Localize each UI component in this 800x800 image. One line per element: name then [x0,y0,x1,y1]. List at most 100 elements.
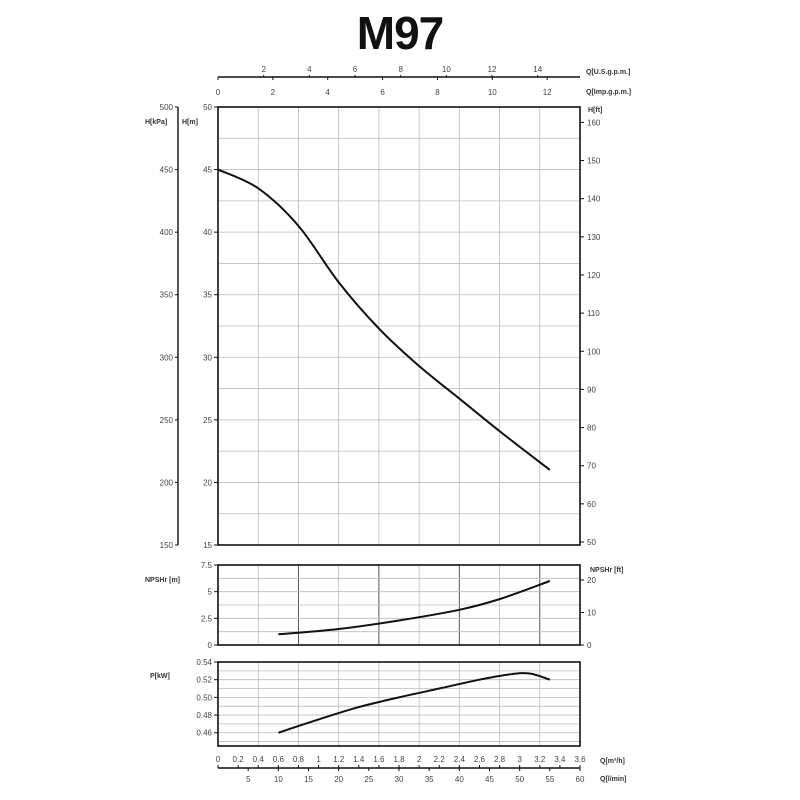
svg-text:0.52: 0.52 [196,676,212,685]
grid [217,106,581,546]
svg-text:1.2: 1.2 [333,755,345,764]
svg-text:2: 2 [271,88,276,97]
svg-text:0.46: 0.46 [196,729,212,738]
svg-text:30: 30 [203,353,212,362]
svg-text:H[m]: H[m] [182,119,198,126]
svg-text:5: 5 [246,775,251,784]
svg-text:2.2: 2.2 [434,755,446,764]
svg-text:30: 30 [395,775,404,784]
svg-text:25: 25 [364,775,373,784]
power-curve [278,672,551,734]
svg-text:300: 300 [160,353,174,362]
svg-text:NPSHr [m]: NPSHr [m] [145,577,180,584]
svg-text:450: 450 [160,166,174,175]
svg-text:60: 60 [587,500,596,509]
svg-text:0.4: 0.4 [253,755,265,764]
svg-text:45: 45 [485,775,494,784]
svg-text:150: 150 [160,541,174,550]
svg-text:50: 50 [203,103,212,112]
svg-text:15: 15 [203,541,212,550]
svg-text:12: 12 [543,88,552,97]
svg-text:1.6: 1.6 [373,755,385,764]
svg-text:0: 0 [208,641,213,650]
svg-text:130: 130 [587,233,601,242]
svg-text:15: 15 [304,775,313,784]
svg-text:500: 500 [160,103,174,112]
svg-text:1: 1 [316,755,321,764]
npshr-curve [278,580,551,636]
svg-text:P[kW]: P[kW] [150,673,170,680]
svg-text:3.4: 3.4 [554,755,566,764]
svg-text:3.6: 3.6 [574,755,586,764]
svg-text:20: 20 [587,576,596,585]
svg-text:45: 45 [203,166,212,175]
svg-text:7.5: 7.5 [201,561,213,570]
svg-text:Q[m³/h]: Q[m³/h] [600,758,625,765]
svg-text:55: 55 [545,775,554,784]
chart-title: M97 [356,7,444,59]
svg-text:150: 150 [587,157,601,166]
svg-text:80: 80 [587,424,596,433]
svg-text:50: 50 [515,775,524,784]
svg-text:0: 0 [587,641,592,650]
svg-text:4: 4 [325,88,330,97]
svg-text:H[kPa]: H[kPa] [145,119,167,126]
svg-text:2: 2 [417,755,422,764]
svg-text:0: 0 [216,755,221,764]
svg-text:90: 90 [587,385,596,394]
svg-text:70: 70 [587,462,596,471]
svg-text:0.54: 0.54 [196,658,212,667]
svg-text:350: 350 [160,291,174,300]
svg-text:2.6: 2.6 [474,755,486,764]
svg-text:160: 160 [587,118,601,127]
svg-text:35: 35 [425,775,434,784]
svg-text:200: 200 [160,478,174,487]
svg-text:25: 25 [203,416,212,425]
svg-text:0.6: 0.6 [273,755,285,764]
svg-text:0.50: 0.50 [196,693,212,702]
svg-text:2.4: 2.4 [454,755,466,764]
svg-text:1.4: 1.4 [353,755,365,764]
head-curve [217,168,551,471]
svg-text:20: 20 [203,478,212,487]
svg-text:10: 10 [442,65,451,74]
svg-text:3: 3 [517,755,522,764]
svg-text:10: 10 [488,88,497,97]
svg-text:35: 35 [203,291,212,300]
svg-text:10: 10 [274,775,283,784]
svg-text:100: 100 [587,347,601,356]
svg-text:10: 10 [587,608,596,617]
svg-text:40: 40 [203,228,212,237]
svg-text:8: 8 [435,88,440,97]
svg-text:50: 50 [587,538,596,547]
svg-text:140: 140 [587,195,601,204]
svg-text:6: 6 [380,88,385,97]
svg-text:4: 4 [307,65,312,74]
svg-text:40: 40 [455,775,464,784]
svg-text:3.2: 3.2 [534,755,546,764]
svg-text:110: 110 [587,309,600,318]
svg-text:1.8: 1.8 [393,755,405,764]
grid [217,661,581,747]
svg-text:12: 12 [488,65,497,74]
svg-text:Q[l/min]: Q[l/min] [600,776,626,783]
svg-text:8: 8 [398,65,403,74]
svg-text:Q[Imp.g.p.m.]: Q[Imp.g.p.m.] [586,89,631,96]
svg-text:2.5: 2.5 [201,614,213,623]
svg-text:0.48: 0.48 [196,711,212,720]
svg-text:400: 400 [160,228,174,237]
svg-text:120: 120 [587,271,601,280]
svg-text:NPSHr [ft]: NPSHr [ft] [590,567,623,574]
svg-text:0.8: 0.8 [293,755,305,764]
svg-text:14: 14 [533,65,542,74]
svg-text:H[ft]: H[ft] [588,107,602,114]
svg-text:20: 20 [334,775,343,784]
svg-text:6: 6 [353,65,358,74]
svg-text:250: 250 [160,416,174,425]
grid [217,564,581,646]
svg-text:0.2: 0.2 [233,755,245,764]
svg-text:0: 0 [216,88,221,97]
svg-text:Q[U.S.g.p.m.]: Q[U.S.g.p.m.] [586,69,630,76]
svg-text:5: 5 [208,588,213,597]
